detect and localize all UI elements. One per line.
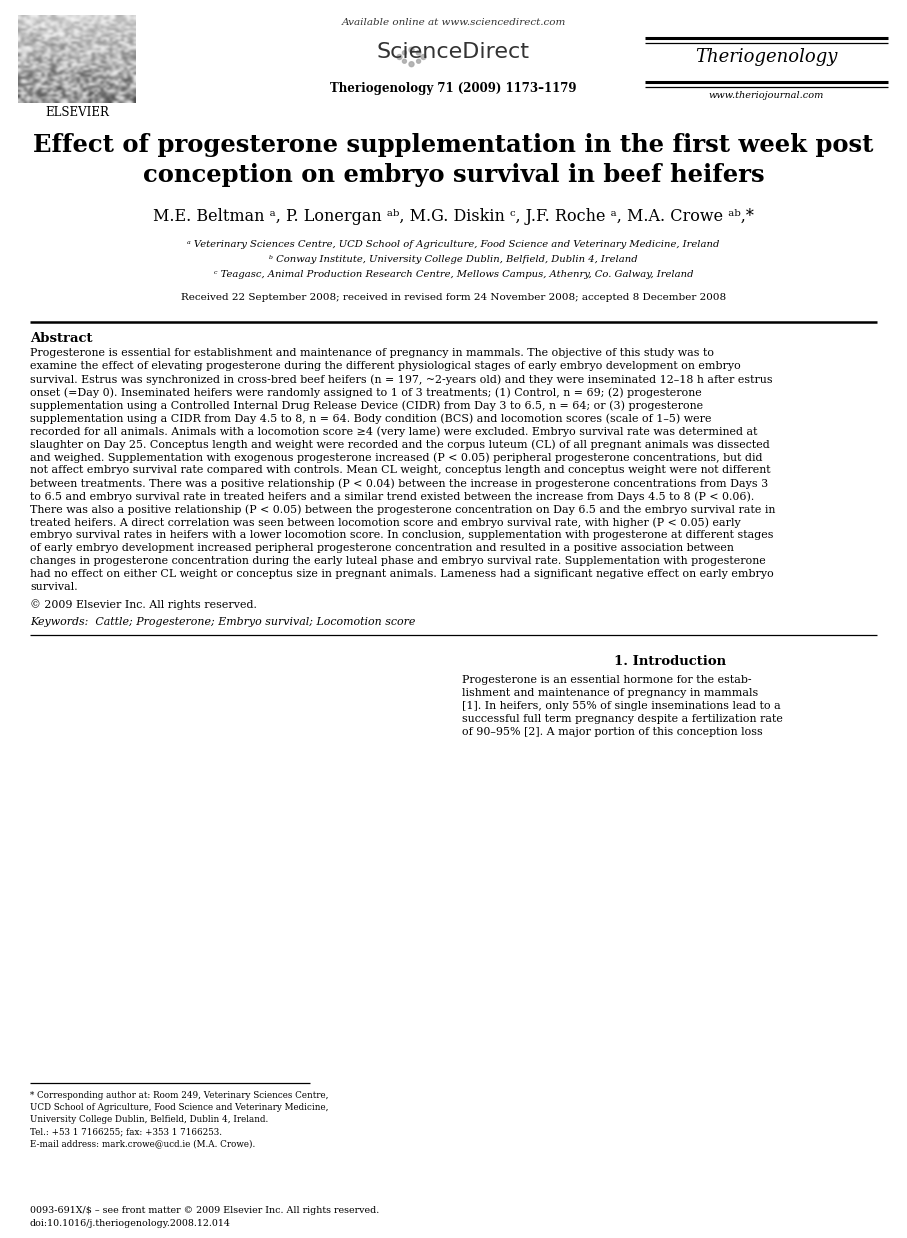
Text: successful full term pregnancy despite a fertilization rate: successful full term pregnancy despite a…: [462, 714, 783, 724]
Text: Tel.: +53 1 7166255; fax: +353 1 7166253.: Tel.: +53 1 7166255; fax: +353 1 7166253…: [30, 1127, 222, 1136]
Text: onset (=Day 0). Inseminated heifers were randomly assigned to 1 of 3 treatments;: onset (=Day 0). Inseminated heifers were…: [30, 387, 702, 397]
Text: lishment and maintenance of pregnancy in mammals: lishment and maintenance of pregnancy in…: [462, 688, 758, 698]
Text: changes in progesterone concentration during the early luteal phase and embryo s: changes in progesterone concentration du…: [30, 556, 766, 566]
Circle shape: [416, 59, 421, 63]
Circle shape: [403, 51, 406, 54]
Text: between treatments. There was a positive relationship (P < 0.04) between the inc: between treatments. There was a positive…: [30, 478, 768, 489]
Text: Abstract: Abstract: [30, 332, 93, 345]
Circle shape: [409, 47, 414, 52]
Circle shape: [416, 51, 421, 54]
Text: © 2009 Elsevier Inc. All rights reserved.: © 2009 Elsevier Inc. All rights reserved…: [30, 599, 257, 610]
Text: 1. Introduction: 1. Introduction: [614, 655, 727, 669]
Text: Theriogenology: Theriogenology: [696, 48, 838, 66]
Text: Received 22 September 2008; received in revised form 24 November 2008; accepted : Received 22 September 2008; received in …: [180, 293, 727, 302]
Text: Effect of progesterone supplementation in the first week post: Effect of progesterone supplementation i…: [34, 132, 873, 157]
Text: * Corresponding author at: Room 249, Veterinary Sciences Centre,: * Corresponding author at: Room 249, Vet…: [30, 1091, 328, 1101]
Text: had no effect on either CL weight or conceptus size in pregnant animals. Lamenes: had no effect on either CL weight or con…: [30, 569, 774, 579]
Text: supplementation using a CIDR from Day 4.5 to 8, n = 64. Body condition (BCS) and: supplementation using a CIDR from Day 4.…: [30, 413, 711, 423]
Text: survival.: survival.: [30, 582, 78, 592]
Text: www.theriojournal.com: www.theriojournal.com: [708, 92, 824, 100]
Text: UCD School of Agriculture, Food Science and Veterinary Medicine,: UCD School of Agriculture, Food Science …: [30, 1103, 328, 1112]
Text: embryo survival rates in heifers with a lower locomotion score. In conclusion, s: embryo survival rates in heifers with a …: [30, 530, 774, 540]
Text: University College Dublin, Belfield, Dublin 4, Ireland.: University College Dublin, Belfield, Dub…: [30, 1115, 268, 1124]
Text: Keywords:  Cattle; Progesterone; Embryo survival; Locomotion score: Keywords: Cattle; Progesterone; Embryo s…: [30, 617, 415, 626]
Text: M.E. Beltman ᵃ, P. Lonergan ᵃᵇ, M.G. Diskin ᶜ, J.F. Roche ᵃ, M.A. Crowe ᵃᵇ,*: M.E. Beltman ᵃ, P. Lonergan ᵃᵇ, M.G. Dis…: [153, 208, 754, 225]
Text: 0093-691X/$ – see front matter © 2009 Elsevier Inc. All rights reserved.: 0093-691X/$ – see front matter © 2009 El…: [30, 1206, 379, 1214]
Text: of early embryo development increased peripheral progesterone concentration and : of early embryo development increased pe…: [30, 543, 734, 553]
Text: conception on embryo survival in beef heifers: conception on embryo survival in beef he…: [142, 163, 765, 187]
Circle shape: [403, 59, 406, 63]
Text: examine the effect of elevating progesterone during the different physiological : examine the effect of elevating progeste…: [30, 361, 741, 371]
Text: ScienceDirect: ScienceDirect: [377, 42, 530, 62]
Text: ᶜ Teagasc, Animal Production Research Centre, Mellows Campus, Athenry, Co. Galwa: ᶜ Teagasc, Animal Production Research Ce…: [214, 270, 693, 279]
Text: not affect embryo survival rate compared with controls. Mean CL weight, conceptu: not affect embryo survival rate compared…: [30, 465, 771, 475]
Text: ᵇ Conway Institute, University College Dublin, Belfield, Dublin 4, Ireland: ᵇ Conway Institute, University College D…: [269, 255, 638, 264]
Text: Progesterone is essential for establishment and maintenance of pregnancy in mamm: Progesterone is essential for establishm…: [30, 348, 714, 358]
Text: E-mail address: mark.crowe@ucd.ie (M.A. Crowe).: E-mail address: mark.crowe@ucd.ie (M.A. …: [30, 1139, 255, 1148]
Text: Available online at www.sciencedirect.com: Available online at www.sciencedirect.co…: [341, 19, 566, 27]
Text: ELSEVIER: ELSEVIER: [45, 106, 109, 119]
Text: supplementation using a Controlled Internal Drug Release Device (CIDR) from Day : supplementation using a Controlled Inter…: [30, 400, 703, 411]
Text: There was also a positive relationship (P < 0.05) between the progesterone conce: There was also a positive relationship (…: [30, 504, 775, 515]
Text: Theriogenology 71 (2009) 1173–1179: Theriogenology 71 (2009) 1173–1179: [330, 82, 577, 95]
Text: [1]. In heifers, only 55% of single inseminations lead to a: [1]. In heifers, only 55% of single inse…: [462, 701, 781, 711]
Text: to 6.5 and embryo survival rate in treated heifers and a similar trend existed b: to 6.5 and embryo survival rate in treat…: [30, 491, 755, 501]
Text: doi:10.1016/j.theriogenology.2008.12.014: doi:10.1016/j.theriogenology.2008.12.014: [30, 1219, 231, 1228]
Circle shape: [421, 54, 426, 59]
Text: of 90–95% [2]. A major portion of this conception loss: of 90–95% [2]. A major portion of this c…: [462, 727, 763, 737]
Text: survival. Estrus was synchronized in cross-bred beef heifers (n = 197, ~2-years : survival. Estrus was synchronized in cro…: [30, 374, 773, 385]
Text: slaughter on Day 25. Conceptus length and weight were recorded and the corpus lu: slaughter on Day 25. Conceptus length an…: [30, 439, 770, 449]
Text: and weighed. Supplementation with exogenous progesterone increased (P < 0.05) pe: and weighed. Supplementation with exogen…: [30, 452, 763, 463]
Text: ᵃ Veterinary Sciences Centre, UCD School of Agriculture, Food Science and Veteri: ᵃ Veterinary Sciences Centre, UCD School…: [188, 240, 719, 249]
Text: Progesterone is an essential hormone for the estab-: Progesterone is an essential hormone for…: [462, 675, 752, 685]
Text: recorded for all animals. Animals with a locomotion score ≥4 (very lame) were ex: recorded for all animals. Animals with a…: [30, 426, 757, 437]
Text: treated heifers. A direct correlation was seen between locomotion score and embr: treated heifers. A direct correlation wa…: [30, 517, 741, 527]
Circle shape: [409, 62, 414, 67]
Circle shape: [397, 54, 402, 59]
